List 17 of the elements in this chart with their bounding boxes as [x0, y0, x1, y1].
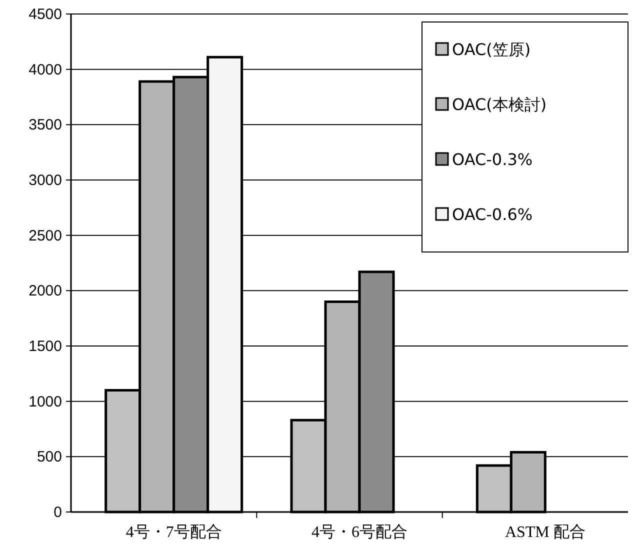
x-tick-label: ASTM 配合	[504, 523, 586, 541]
y-tick-label: 0	[54, 504, 62, 521]
y-tick-label: 2000	[28, 282, 62, 300]
y-tick-label: 500	[36, 448, 62, 466]
y-tick-label: 4000	[28, 61, 62, 78]
x-tick-label: 4号・6号配合	[312, 523, 408, 541]
legend-label: OAC-0.3%	[452, 150, 533, 169]
x-tick-label: 4号・7号配合	[126, 523, 222, 541]
y-tick-label: 4500	[28, 6, 62, 23]
y-tick-label: 1500	[28, 338, 62, 355]
legend-label: OAC(本検討)	[452, 95, 547, 114]
y-tick-label: 1000	[28, 393, 62, 410]
y-tick-label: 3500	[28, 116, 62, 134]
legend-label: OAC-0.6%	[452, 205, 533, 224]
y-tick-label: 2500	[28, 227, 62, 244]
legend-label: OAC(笠原)	[452, 40, 531, 59]
y-tick-label: 3000	[28, 172, 62, 189]
